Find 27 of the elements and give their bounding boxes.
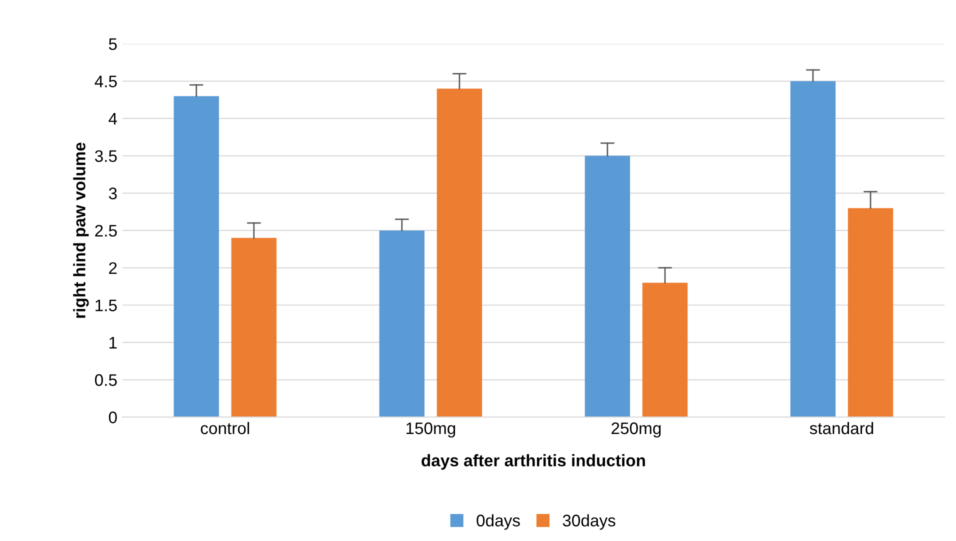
y-tick-label: 3 — [108, 188, 117, 200]
y-tick-label: 0 — [108, 412, 117, 424]
bar — [174, 96, 219, 418]
y-tick-label: 1.5 — [96, 300, 117, 312]
bar — [790, 81, 836, 418]
y-tick-label: 4 — [108, 113, 118, 125]
bar — [436, 88, 482, 418]
x-axis-title: days after arthritis induction — [422, 454, 645, 470]
bar — [848, 208, 894, 418]
y-tick-label: 5 — [108, 38, 117, 50]
x-tick-label: control — [200, 422, 250, 434]
bar — [231, 238, 277, 418]
y-tick-label: 2.5 — [95, 224, 117, 237]
bar — [379, 230, 425, 418]
x-tick-label: standard — [810, 422, 874, 434]
x-tick-label: 150mg — [406, 422, 456, 438]
x-tick-label: 250mg — [612, 422, 661, 438]
y-tick-label: 0.5 — [94, 374, 117, 386]
legend-label: 30days — [562, 514, 616, 530]
y-tick-label: 3.5 — [94, 150, 117, 162]
y-tick-label: 4.5 — [94, 76, 117, 88]
legend-label: 0days — [476, 514, 520, 530]
y-tick-label: 2 — [109, 262, 117, 274]
y-axis-title: right hind paw volume — [73, 142, 89, 318]
bar — [642, 282, 688, 418]
bar — [584, 156, 630, 418]
y-tick-label: 1 — [110, 337, 117, 348]
